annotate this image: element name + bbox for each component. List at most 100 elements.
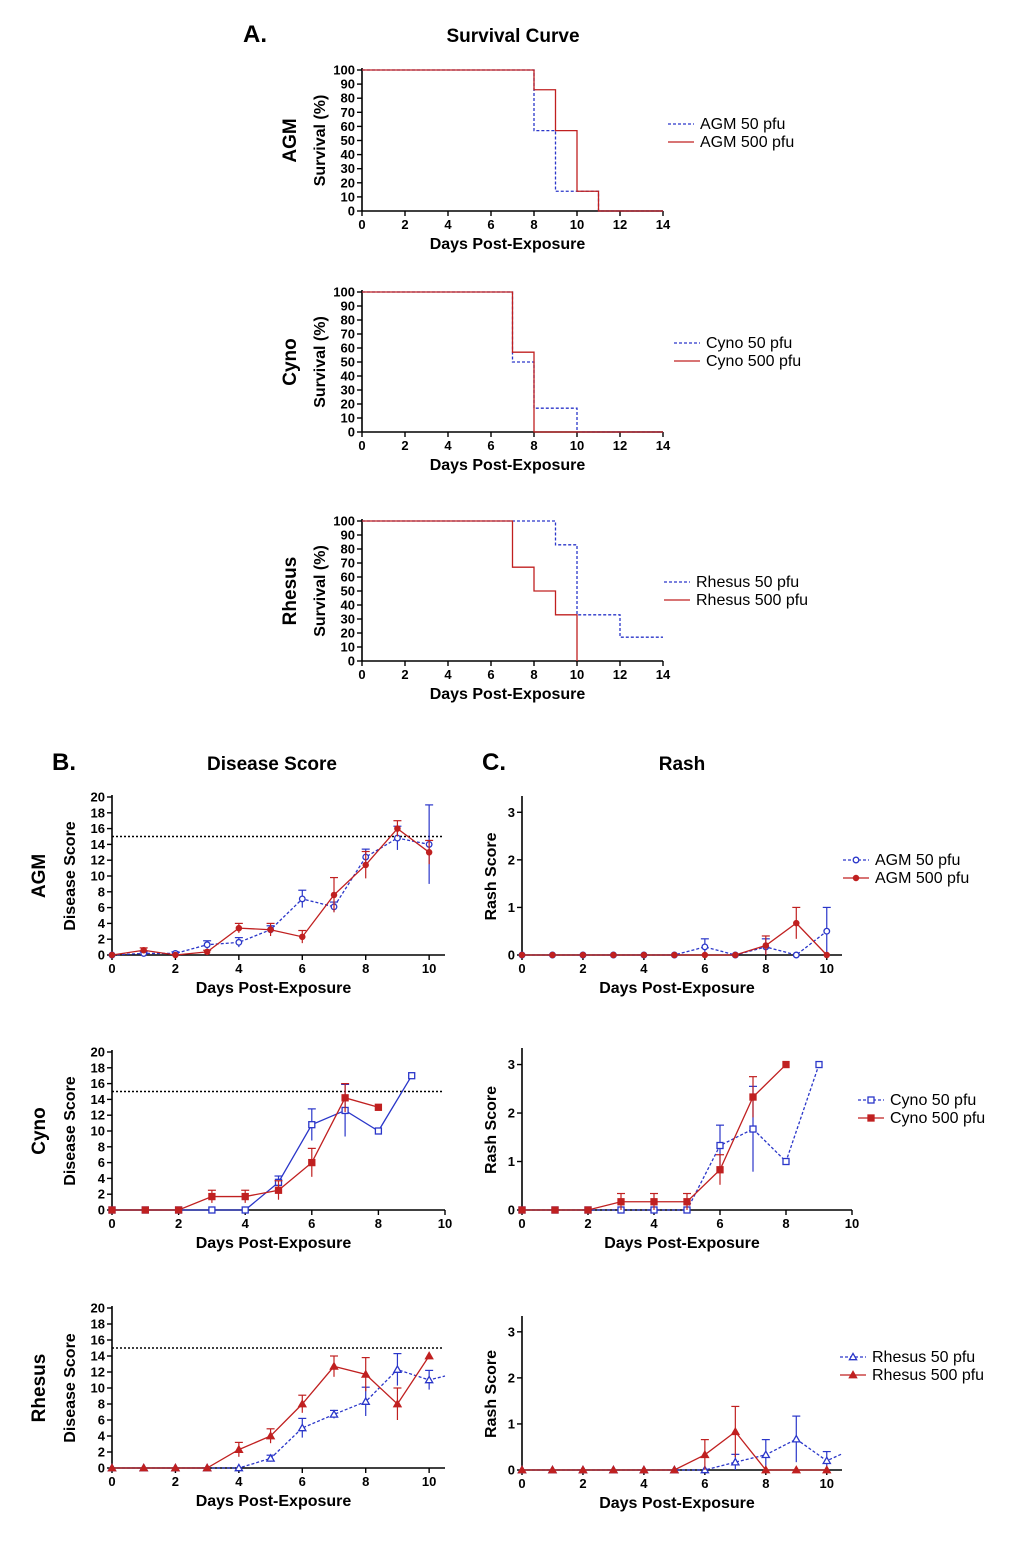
- x-tick-label: 4: [640, 961, 648, 976]
- y-axis-title: Rash Score: [483, 1350, 500, 1438]
- data-point: [749, 1125, 757, 1133]
- y-tick-label: 0: [508, 948, 515, 963]
- y-tick-label: 20: [341, 397, 355, 412]
- x-tick-label: 12: [613, 217, 627, 232]
- x-tick-label: 6: [701, 961, 708, 976]
- x-axis-title: Days Post-Exposure: [196, 980, 352, 997]
- legend-marker: [867, 1096, 875, 1104]
- y-tick-label: 18: [91, 805, 105, 820]
- legend-label: Cyno 500 pfu: [706, 353, 801, 370]
- x-tick-label: 4: [235, 1474, 243, 1489]
- y-tick-label: 60: [341, 341, 355, 356]
- x-tick-label: 10: [820, 961, 834, 976]
- x-axis-title: Days Post-Exposure: [430, 686, 586, 703]
- data-point: [170, 1463, 181, 1472]
- y-tick-label: 20: [91, 1301, 105, 1316]
- y-tick-label: 20: [91, 790, 105, 805]
- series-500-pfu: [362, 69, 663, 212]
- y-tick-label: 8: [98, 1397, 105, 1412]
- data-point: [547, 1465, 558, 1474]
- y-tick-label: 0: [98, 948, 105, 963]
- x-tick-label: 0: [518, 1216, 525, 1231]
- data-point: [617, 1198, 625, 1206]
- legend-label: AGM 500 pfu: [700, 134, 794, 151]
- data-point: [551, 1206, 559, 1214]
- data-point: [241, 1192, 249, 1201]
- data-point: [584, 1206, 592, 1214]
- panel-a-label: A.: [243, 21, 267, 48]
- y-tick-label: 20: [91, 1045, 105, 1060]
- panel-c-label: C.: [482, 749, 506, 776]
- x-tick-label: 8: [782, 1216, 789, 1231]
- y-tick-label: 50: [341, 355, 355, 370]
- data-point: [392, 1364, 403, 1373]
- x-tick-label: 4: [235, 961, 243, 976]
- y-tick-label: 3: [508, 1324, 515, 1339]
- y-tick-label: 8: [98, 884, 105, 899]
- x-tick-label: 6: [487, 217, 494, 232]
- data-point: [701, 951, 709, 959]
- x-tick-label: 14: [656, 667, 671, 682]
- y-tick-label: 10: [341, 189, 355, 204]
- series-line: [112, 1075, 413, 1211]
- y-tick-label: 0: [98, 1203, 105, 1218]
- x-axis-title: Days Post-Exposure: [599, 1495, 755, 1512]
- x-tick-label: 4: [444, 667, 452, 682]
- series-50-pfu: [362, 520, 663, 638]
- series-line: [522, 1430, 827, 1471]
- x-axis-title: Days Post-Exposure: [196, 1493, 352, 1510]
- y-tick-label: 30: [341, 612, 355, 627]
- x-tick-label: 6: [308, 1216, 315, 1231]
- x-tick-label: 8: [530, 438, 537, 453]
- data-point: [793, 919, 800, 927]
- legend-marker: [867, 1114, 875, 1122]
- y-tick-label: 70: [341, 556, 355, 571]
- y-tick-label: 100: [333, 285, 355, 300]
- x-tick-label: 0: [358, 667, 365, 682]
- x-tick-label: 2: [172, 1474, 179, 1489]
- legend-label: AGM 50 pfu: [700, 116, 785, 133]
- series-50-pfu: [108, 1072, 416, 1214]
- y-tick-label: 0: [508, 1203, 515, 1218]
- data-point: [578, 1465, 588, 1474]
- y-tick-label: 0: [508, 1463, 515, 1478]
- y-tick-label: 40: [341, 598, 355, 613]
- y-tick-label: 100: [333, 514, 355, 529]
- y-axis-title: Rash Score: [483, 1086, 500, 1174]
- data-point: [823, 927, 831, 935]
- x-tick-label: 0: [358, 438, 365, 453]
- y-tick-label: 10: [341, 640, 355, 655]
- rash-agm-chart: 0 2 4 6 8 10 0 1 2 3 Days Post-Exposure Rash Score A…: [483, 796, 969, 997]
- y-tick-label: 8: [98, 1139, 105, 1154]
- x-tick-label: 8: [375, 1216, 382, 1231]
- series-line: [522, 922, 828, 956]
- legend-label: Rhesus 500 pfu: [872, 1367, 984, 1384]
- series-line: [112, 1355, 430, 1469]
- data-point: [608, 1465, 619, 1474]
- data-point: [108, 1206, 116, 1214]
- x-tick-label: 8: [762, 1476, 769, 1491]
- x-tick-label: 10: [422, 1474, 436, 1489]
- y-tick-label: 70: [341, 105, 355, 120]
- data-point: [298, 895, 306, 903]
- legend-marker: [852, 874, 860, 882]
- data-point: [140, 947, 147, 954]
- x-axis-title: Days Post-Exposure: [430, 236, 586, 253]
- x-tick-label: 2: [401, 667, 408, 682]
- y-tick-label: 4: [98, 1429, 106, 1444]
- survival-curve-title: Survival Curve: [446, 26, 579, 47]
- data-point: [683, 1198, 691, 1206]
- x-tick-label: 10: [570, 667, 584, 682]
- y-tick-label: 2: [98, 932, 105, 947]
- data-point: [425, 849, 433, 856]
- series-500-pfu: [107, 1351, 434, 1472]
- y-tick-label: 40: [341, 369, 355, 384]
- rash-cyno-chart: 0 2 4 6 8 10 0 1 2 3 Days Post-Exposure Rash Score C…: [483, 1048, 985, 1252]
- data-point: [297, 1423, 308, 1432]
- data-point: [329, 1409, 339, 1418]
- y-tick-label: 1: [508, 1416, 515, 1431]
- y-tick-label: 2: [98, 1445, 105, 1460]
